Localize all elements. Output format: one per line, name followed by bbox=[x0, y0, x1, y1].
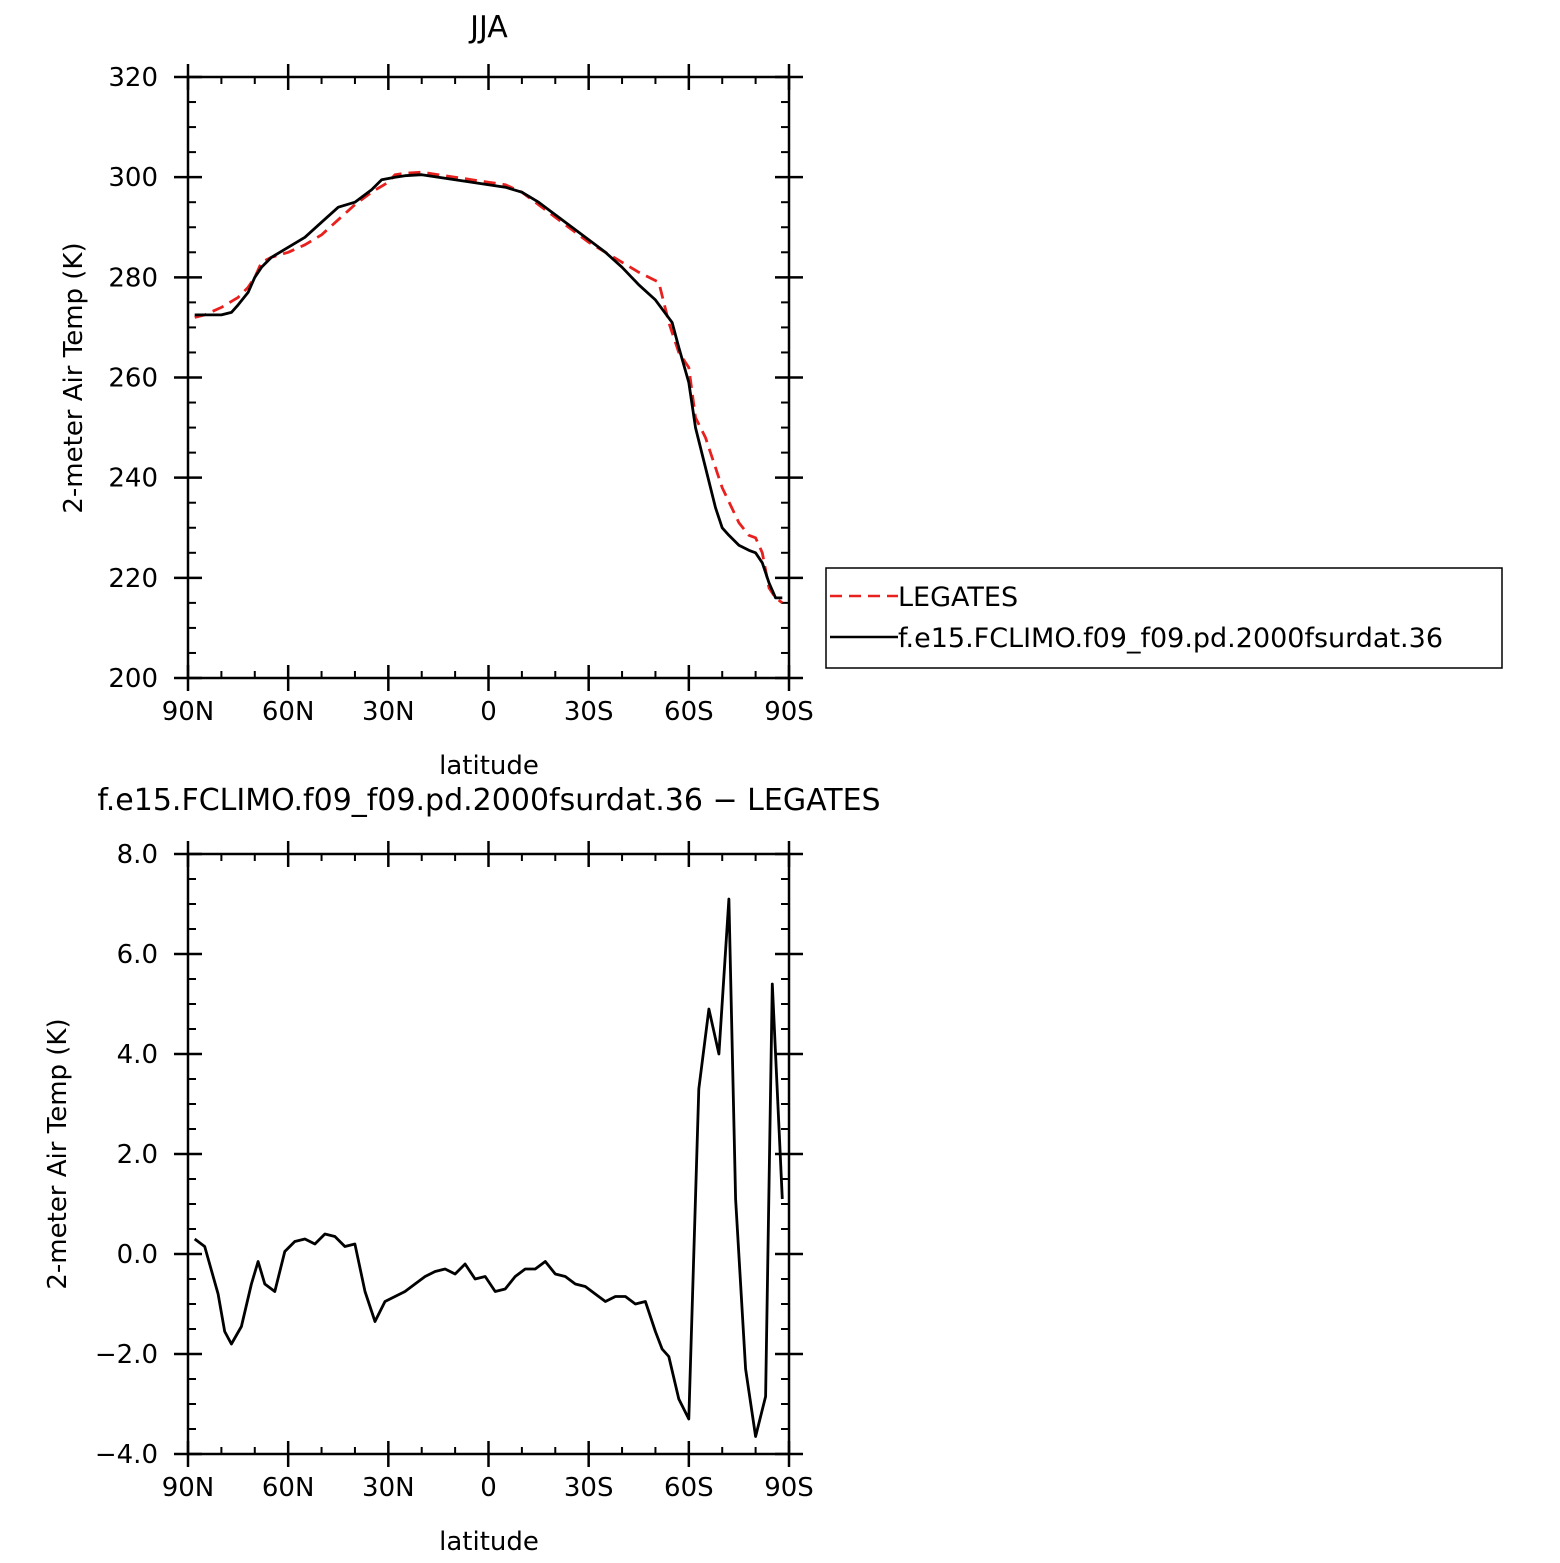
y-tick-label: 320 bbox=[108, 63, 158, 93]
series-line-1 bbox=[194, 173, 783, 600]
y-tick-label: 4.0 bbox=[117, 1040, 158, 1070]
x-tick-label: 30N bbox=[362, 1473, 415, 1503]
y-tick-label: 2.0 bbox=[117, 1140, 158, 1170]
x-tick-label: 90N bbox=[162, 1473, 215, 1503]
x-tick-label: 60N bbox=[262, 697, 315, 727]
legend-label-model: f.e15.FCLIMO.f09_f09.pd.2000fsurdat.36 bbox=[898, 623, 1443, 654]
x-tick-label: 60S bbox=[664, 697, 714, 727]
x-tick-label: 30S bbox=[564, 697, 614, 727]
y-tick-label: 300 bbox=[108, 163, 158, 193]
y-tick-label: −2.0 bbox=[95, 1340, 158, 1370]
y-tick-label: 280 bbox=[108, 263, 158, 293]
plot-frame bbox=[186, 852, 791, 1456]
x-tick-label: 90S bbox=[764, 697, 814, 727]
x-tick-label: 30N bbox=[362, 697, 415, 727]
y-tick-label: 6.0 bbox=[117, 940, 158, 970]
x-tick-label: 0 bbox=[480, 1473, 497, 1503]
panel-title: JJA bbox=[468, 10, 508, 45]
y-tick-label: 260 bbox=[108, 364, 158, 394]
plot-frame bbox=[186, 75, 791, 680]
series-line-0 bbox=[193, 897, 784, 1438]
panel-title: f.e15.FCLIMO.f09_f09.pd.2000fsurdat.36 −… bbox=[97, 783, 880, 818]
x-axis-label: latitude bbox=[439, 1527, 539, 1557]
x-tick-label: 0 bbox=[480, 697, 497, 727]
series-line-0 bbox=[194, 170, 784, 605]
y-tick-label: 200 bbox=[108, 664, 158, 694]
y-tick-label: −4.0 bbox=[95, 1440, 158, 1470]
y-tick-label: 240 bbox=[108, 464, 158, 494]
difference-panel: f.e15.FCLIMO.f09_f09.pd.2000fsurdat.36 −… bbox=[43, 783, 881, 1557]
x-tick-label: 90S bbox=[764, 1473, 814, 1503]
y-tick-label: 220 bbox=[108, 564, 158, 594]
x-tick-label: 30S bbox=[564, 1473, 614, 1503]
x-tick-label: 90N bbox=[162, 697, 215, 727]
legend-box bbox=[825, 567, 1503, 669]
x-tick-label: 60S bbox=[664, 1473, 714, 1503]
y-axis-label: 2-meter Air Temp (K) bbox=[59, 242, 89, 513]
x-axis-label: latitude bbox=[439, 751, 539, 781]
temperature-panel: JJA 90N 60N 30N 0 30S 60S 90S 200 220 240 260 280 30… bbox=[59, 10, 814, 781]
legend: LEGATES f.e15.FCLIMO.f09_f09.pd.2000fsur… bbox=[825, 567, 1503, 669]
y-tick-label: 0.0 bbox=[117, 1240, 158, 1270]
y-tick-label: 8.0 bbox=[117, 840, 158, 870]
y-axis-label: 2-meter Air Temp (K) bbox=[43, 1018, 73, 1289]
x-tick-label: 60N bbox=[262, 1473, 315, 1503]
legend-label-legates: LEGATES bbox=[898, 582, 1018, 613]
